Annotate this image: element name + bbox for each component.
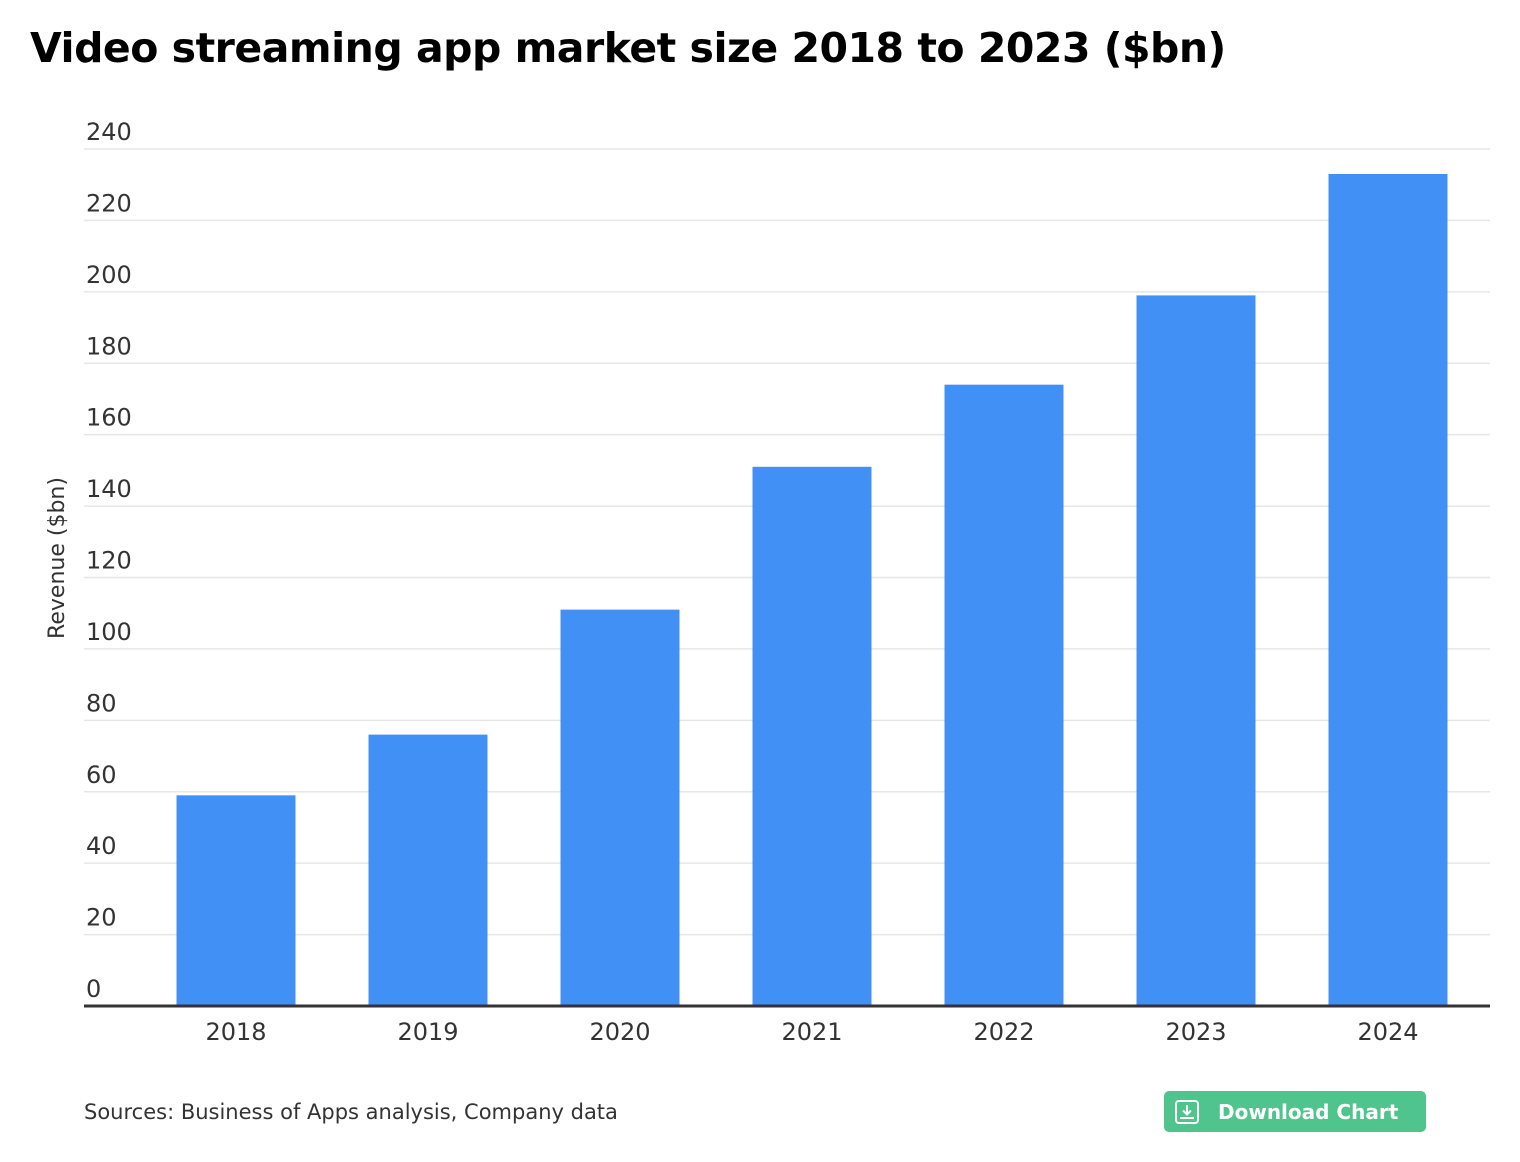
y-tick-label: 200 bbox=[86, 261, 132, 289]
bar-2019 bbox=[368, 734, 488, 1006]
bar-2023 bbox=[1136, 295, 1256, 1006]
y-tick-label: 220 bbox=[86, 189, 132, 217]
x-tick-label: 2018 bbox=[205, 1018, 266, 1046]
bar-2024 bbox=[1328, 173, 1448, 1006]
y-axis-label: Revenue ($bn) bbox=[45, 477, 70, 639]
sources-note: Sources: Business of Apps analysis, Comp… bbox=[84, 1100, 618, 1124]
x-tick-label: 2023 bbox=[1165, 1018, 1226, 1046]
y-tick-label: 60 bbox=[86, 761, 117, 789]
y-tick-label: 20 bbox=[86, 904, 117, 932]
chart-title: Video streaming app market size 2018 to … bbox=[30, 24, 1226, 72]
y-tick-label: 120 bbox=[86, 547, 132, 575]
bar-2018 bbox=[176, 795, 296, 1006]
y-tick-label: 100 bbox=[86, 618, 132, 646]
bar-2020 bbox=[560, 609, 680, 1006]
y-tick-label: 140 bbox=[86, 475, 132, 503]
x-tick-label: 2019 bbox=[397, 1018, 458, 1046]
x-tick-label: 2021 bbox=[781, 1018, 842, 1046]
y-tick-label: 160 bbox=[86, 404, 132, 432]
download-chart-button[interactable]: Download Chart bbox=[1164, 1091, 1426, 1132]
y-axis-ticks: 0 20 40 60 80 100 120 140 160 180 200 220 240 bbox=[86, 118, 132, 1003]
bars bbox=[176, 173, 1448, 1006]
y-tick-label: 240 bbox=[86, 118, 132, 146]
x-tick-label: 2020 bbox=[589, 1018, 650, 1046]
x-axis-ticks: 2018 2019 2020 2021 2022 2023 2024 bbox=[205, 1018, 1418, 1046]
x-tick-label: 2022 bbox=[973, 1018, 1034, 1046]
x-tick-label: 2024 bbox=[1357, 1018, 1418, 1046]
y-tick-label: 0 bbox=[86, 975, 101, 1003]
bar-2022 bbox=[944, 384, 1064, 1006]
download-icon bbox=[1174, 1099, 1200, 1125]
y-tick-label: 40 bbox=[86, 832, 117, 860]
y-tick-label: 180 bbox=[86, 332, 132, 360]
y-tick-label: 80 bbox=[86, 689, 117, 717]
bar-2021 bbox=[752, 466, 872, 1006]
download-chart-label: Download Chart bbox=[1218, 1099, 1399, 1124]
